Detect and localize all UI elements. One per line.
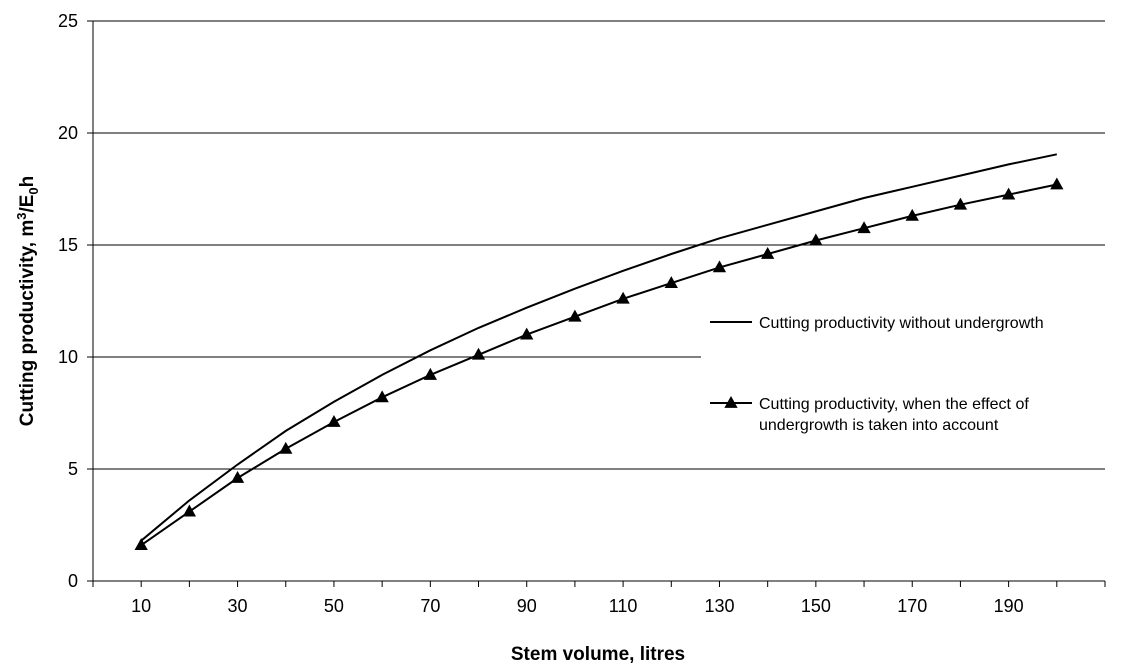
series — [134, 153, 1064, 551]
x-tick-label: 150 — [801, 596, 831, 616]
data-point-marker — [520, 327, 534, 340]
data-point-marker — [423, 367, 437, 380]
grid-lines — [93, 20, 1105, 470]
y-tick-label: 5 — [68, 459, 78, 479]
data-point-marker — [471, 347, 486, 360]
legend-label-1: Cutting productivity without undergrowth — [759, 315, 1044, 332]
legend-swatch-2-marker — [724, 396, 738, 408]
y-axis-title: Cutting productivity, m3/E0h — [14, 176, 41, 427]
legend: Cutting productivity without undergrowth… — [710, 315, 1044, 434]
data-point-marker — [616, 291, 630, 304]
series-line-1 — [140, 153, 1058, 542]
data-point-marker — [664, 276, 678, 288]
data-point-marker — [857, 221, 871, 234]
x-tick-label: 90 — [517, 596, 537, 616]
x-axis-title: Stem volume, litres — [511, 644, 685, 665]
data-point-marker — [809, 233, 823, 246]
data-point-marker — [761, 246, 775, 259]
y-tick-label: 0 — [68, 571, 78, 591]
data-point-marker — [375, 390, 389, 403]
data-point-marker — [712, 260, 727, 273]
y-tick-label: 20 — [58, 123, 78, 143]
data-point-marker — [1050, 177, 1064, 190]
data-point-marker — [905, 208, 919, 221]
data-point-marker — [230, 470, 245, 483]
data-point-marker — [568, 309, 582, 322]
data-point-marker — [327, 414, 341, 427]
legend-label-2: Cutting productivity, when the effect of… — [759, 396, 1029, 434]
x-tick-label: 30 — [228, 596, 248, 616]
series-line-2 — [140, 183, 1058, 547]
data-point-marker — [182, 504, 197, 517]
x-tick-label: 70 — [420, 596, 440, 616]
y-tick-label: 15 — [58, 235, 78, 255]
x-tick-label: 110 — [609, 596, 638, 616]
x-tick-label: 10 — [131, 596, 151, 616]
x-tick-label: 50 — [324, 596, 344, 616]
data-point-marker — [1001, 187, 1016, 200]
x-tick-label: 190 — [994, 596, 1024, 616]
data-point-marker — [279, 441, 293, 454]
y-tick-label: 10 — [58, 347, 78, 367]
y-tick-label: 25 — [58, 11, 78, 31]
axes — [87, 20, 1106, 587]
x-tick-label: 170 — [897, 596, 927, 616]
data-point-marker — [134, 538, 148, 551]
x-tick-label: 130 — [704, 596, 734, 616]
data-point-marker — [953, 197, 968, 210]
x-tick-labels: 10 30 50 70 90 110 130 150 170 190 — [131, 596, 1023, 616]
y-tick-labels: 0 5 10 15 20 25 — [58, 11, 78, 591]
